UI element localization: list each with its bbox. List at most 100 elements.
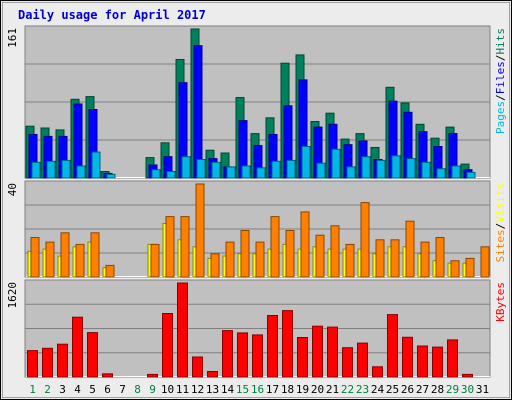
bar-pages-day-27 [421, 161, 431, 179]
bar-kbytes-day-26 [402, 336, 413, 378]
x-tick-label-day-25: 25 [386, 383, 399, 396]
bar-sites-day-27 [420, 241, 430, 278]
bar-sites-day-21 [330, 225, 340, 278]
bar-kbytes-day-15 [237, 332, 248, 378]
bar-pages-day-22 [346, 166, 356, 179]
bar-kbytes-day-23 [357, 342, 368, 378]
bar-sites-day-29 [450, 260, 460, 278]
chart-border-inner [2, 2, 510, 398]
bar-kbytes-day-20 [312, 325, 323, 378]
x-tick-label-day-3: 3 [59, 383, 66, 396]
bar-sites-day-6 [105, 264, 115, 278]
bar-sites-day-15 [240, 230, 250, 278]
bar-pages-day-16 [256, 167, 266, 179]
bar-pages-day-14 [226, 166, 236, 179]
bar-sites-day-31 [480, 246, 490, 278]
panel-visits-legend: Sites/Visits [494, 183, 507, 263]
panel-visits: 40 Sites/Visits [6, 180, 507, 278]
bar-sites-day-11 [180, 216, 190, 278]
bar-sites-day-22 [345, 243, 355, 278]
series-sites [30, 183, 490, 278]
legend-item-sites: Sites [494, 229, 507, 262]
x-tick-label-day-22: 22 [341, 383, 354, 396]
bar-kbytes-day-10 [162, 313, 173, 378]
bar-sites-day-2 [45, 241, 55, 278]
bar-kbytes-day-29 [447, 339, 458, 378]
panel-usage-ymax-label: 161 [6, 28, 19, 48]
bar-pages-day-30 [466, 171, 476, 179]
bar-sites-day-28 [435, 237, 445, 278]
bar-sites-day-14 [225, 241, 235, 278]
x-tick-label-day-10: 10 [161, 383, 174, 396]
bar-kbytes-day-12 [192, 356, 203, 378]
bar-kbytes-day-3 [57, 343, 68, 378]
x-tick-label-day-9: 9 [149, 383, 156, 396]
bar-kbytes-day-24 [372, 366, 383, 378]
bar-pages-day-13 [211, 161, 221, 179]
bar-sites-day-1 [30, 237, 40, 278]
panel-visits-legend-text: Sites/Visits [494, 183, 507, 263]
bar-kbytes-day-5 [87, 332, 98, 378]
panel-kbytes-legend-text: KBytes [494, 282, 507, 322]
bar-pages-day-3 [61, 159, 71, 179]
legend-separator: / [494, 55, 507, 62]
bar-pages-day-6 [106, 173, 116, 179]
x-tick-label-day-30: 30 [461, 383, 474, 396]
bar-kbytes-day-11 [177, 282, 188, 378]
bar-kbytes-day-9 [147, 373, 158, 378]
panel-kbytes-legend: KBytes [494, 282, 507, 322]
bar-kbytes-day-6 [102, 373, 113, 378]
bar-sites-day-26 [405, 220, 415, 278]
legend-item-hits: Hits [494, 28, 507, 55]
x-tick-label-day-12: 12 [191, 383, 204, 396]
x-tick-label-day-21: 21 [326, 383, 339, 396]
bar-sites-day-30 [465, 257, 475, 278]
x-tick-label-day-24: 24 [371, 383, 385, 396]
bar-pages-day-15 [241, 165, 251, 179]
bar-pages-day-18 [286, 159, 296, 179]
bar-pages-day-9 [151, 169, 161, 179]
bar-pages-day-2 [46, 160, 56, 179]
x-tick-label-day-23: 23 [356, 383, 369, 396]
x-tick-label-day-31: 31 [476, 383, 489, 396]
bar-pages-day-29 [451, 165, 461, 179]
legend-item-files: Files [494, 61, 507, 94]
x-tick-label-day-6: 6 [104, 383, 111, 396]
bar-pages-day-12 [196, 159, 206, 179]
legend-separator: / [494, 223, 507, 230]
x-tick-label-day-18: 18 [281, 383, 294, 396]
bar-kbytes-day-21 [327, 326, 338, 378]
legend-item-kbytes: KBytes [494, 282, 507, 322]
x-tick-label-day-7: 7 [119, 383, 126, 396]
bar-pages-day-4 [76, 165, 86, 179]
x-tick-label-day-4: 4 [74, 383, 81, 396]
x-tick-label-day-19: 19 [296, 383, 309, 396]
bar-pages-day-25 [391, 155, 401, 179]
bar-pages-day-11 [181, 156, 191, 179]
bar-kbytes-day-25 [387, 314, 398, 378]
x-tick-label-day-27: 27 [416, 383, 429, 396]
bar-kbytes-day-27 [417, 345, 428, 378]
bar-sites-day-3 [60, 232, 70, 278]
bar-kbytes-day-28 [432, 346, 443, 378]
bar-sites-day-16 [255, 241, 265, 278]
bar-kbytes-day-2 [42, 347, 53, 378]
x-tick-label-day-17: 17 [266, 383, 279, 396]
legend-item-visits: Visits [494, 183, 507, 223]
bar-pages-day-26 [406, 158, 416, 179]
panel-kbytes-ymax-label: 1620 [6, 282, 19, 309]
bar-pages-day-17 [271, 160, 281, 179]
bar-pages-day-5 [91, 151, 101, 179]
bar-pages-day-21 [331, 148, 341, 179]
x-axis: 1 2 3 4 5 6 7 8 9 10 11 12 13 14 15 16 17 18 19 20 21 22 23 24 2… [29, 383, 489, 396]
bar-sites-day-12 [195, 183, 205, 278]
bar-sites-day-9 [150, 243, 160, 278]
legend-item-pages: Pages [494, 101, 507, 134]
bar-kbytes-day-16 [252, 334, 263, 378]
bar-kbytes-day-18 [282, 310, 293, 378]
x-tick-label-day-13: 13 [206, 383, 219, 396]
bar-sites-day-5 [90, 232, 100, 278]
bar-pages-day-20 [316, 162, 326, 179]
